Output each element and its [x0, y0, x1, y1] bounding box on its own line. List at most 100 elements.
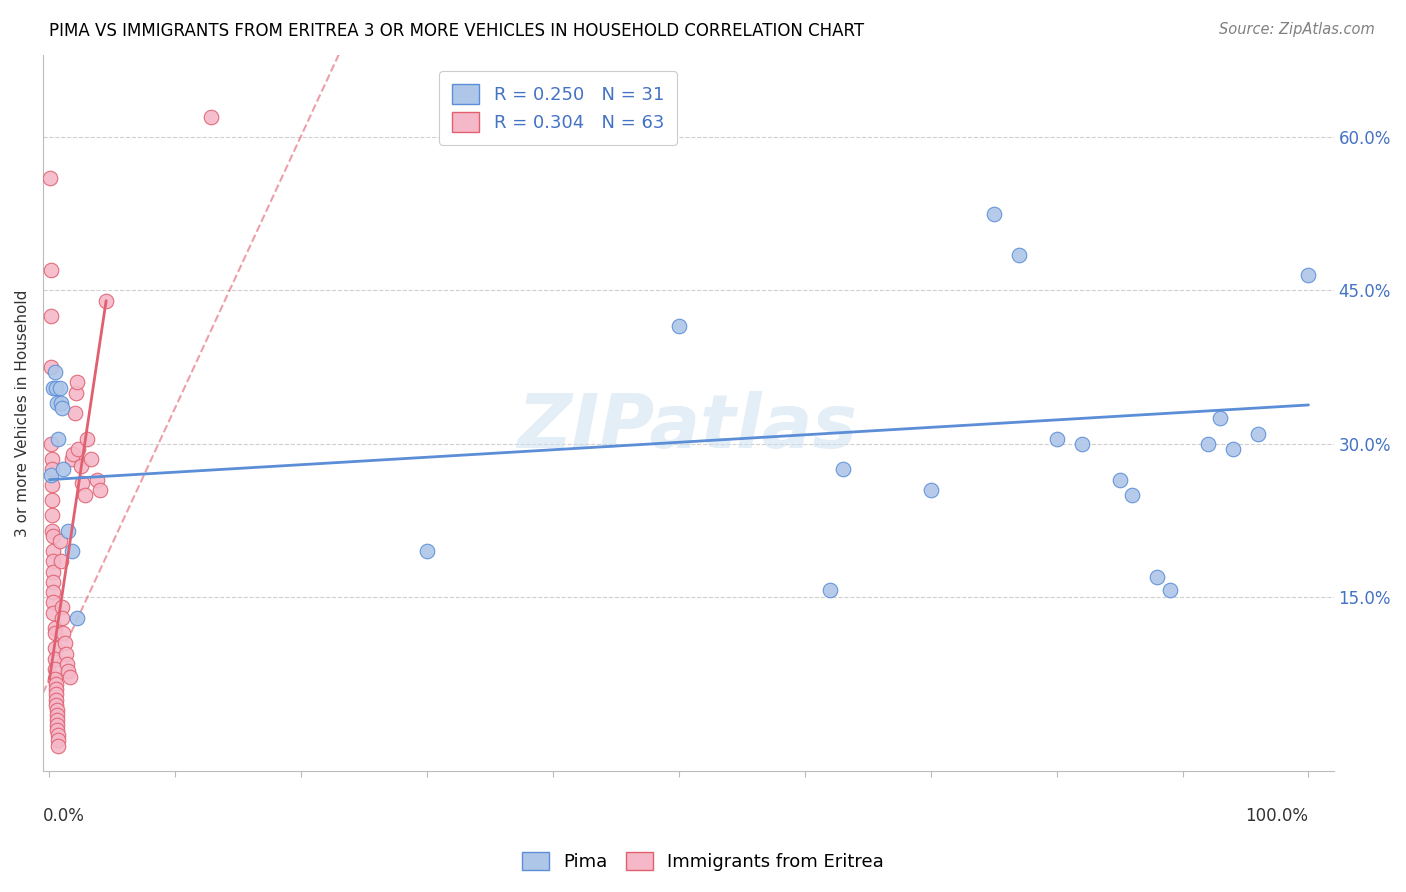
Point	[63, 406, 86, 420]
Point	[45, 682, 67, 697]
Point	[52, 626, 75, 640]
Point	[42, 529, 65, 543]
Point	[46, 739, 69, 753]
Point	[200, 110, 222, 124]
Point	[66, 610, 89, 624]
Point	[60, 452, 83, 467]
Legend: Pima, Immigrants from Eritrea: Pima, Immigrants from Eritrea	[515, 845, 891, 879]
Point	[49, 396, 72, 410]
Point	[1222, 442, 1244, 456]
Point	[46, 707, 69, 722]
Point	[44, 365, 66, 379]
Point	[39, 309, 62, 323]
Point	[62, 447, 84, 461]
Point	[94, 293, 117, 308]
Point	[46, 718, 69, 732]
Point	[1146, 570, 1168, 584]
Point	[56, 657, 79, 671]
Point	[53, 636, 76, 650]
Legend: R = 0.250   N = 31, R = 0.304   N = 63: R = 0.250 N = 31, R = 0.304 N = 63	[439, 71, 676, 145]
Point	[46, 703, 69, 717]
Point	[46, 396, 69, 410]
Point	[1070, 437, 1092, 451]
Text: Source: ZipAtlas.com: Source: ZipAtlas.com	[1219, 22, 1375, 37]
Point	[51, 610, 73, 624]
Point	[1298, 268, 1320, 282]
Point	[51, 600, 73, 615]
Point	[80, 452, 103, 467]
Point	[45, 698, 67, 712]
Point	[1247, 426, 1270, 441]
Text: ZIPatlas: ZIPatlas	[519, 391, 859, 464]
Point	[45, 677, 67, 691]
Point	[60, 544, 83, 558]
Point	[44, 651, 66, 665]
Text: 0.0%: 0.0%	[44, 807, 86, 825]
Point	[46, 432, 69, 446]
Point	[55, 647, 77, 661]
Point	[48, 380, 70, 394]
Point	[1108, 473, 1130, 487]
Point	[983, 207, 1005, 221]
Point	[1008, 247, 1031, 261]
Point	[41, 477, 63, 491]
Point	[39, 467, 62, 482]
Point	[1159, 583, 1181, 598]
Point	[42, 585, 65, 599]
Point	[42, 554, 65, 568]
Point	[39, 170, 62, 185]
Point	[58, 524, 80, 538]
Point	[42, 595, 65, 609]
Point	[416, 544, 439, 558]
Point	[44, 672, 66, 686]
Point	[41, 524, 63, 538]
Point	[66, 376, 89, 390]
Point	[51, 401, 73, 415]
Point	[59, 670, 82, 684]
Point	[58, 664, 80, 678]
Point	[39, 437, 62, 451]
Y-axis label: 3 or more Vehicles in Household: 3 or more Vehicles in Household	[15, 289, 30, 537]
Point	[920, 483, 942, 497]
Point	[67, 442, 90, 456]
Point	[86, 473, 108, 487]
Point	[41, 508, 63, 523]
Point	[70, 475, 93, 490]
Point	[44, 662, 66, 676]
Point	[44, 641, 66, 656]
Point	[76, 432, 98, 446]
Point	[70, 459, 93, 474]
Point	[42, 380, 65, 394]
Text: 100.0%: 100.0%	[1246, 807, 1309, 825]
Point	[46, 723, 69, 738]
Point	[1197, 437, 1219, 451]
Point	[89, 483, 111, 497]
Point	[65, 385, 87, 400]
Point	[41, 452, 63, 467]
Point	[45, 688, 67, 702]
Point	[41, 493, 63, 508]
Point	[44, 621, 66, 635]
Point	[39, 263, 62, 277]
Point	[831, 462, 853, 476]
Point	[44, 626, 66, 640]
Point	[46, 728, 69, 742]
Point	[1046, 432, 1069, 446]
Point	[49, 554, 72, 568]
Point	[1209, 411, 1232, 425]
Point	[52, 462, 75, 476]
Point	[42, 565, 65, 579]
Point	[45, 692, 67, 706]
Text: PIMA VS IMMIGRANTS FROM ERITREA 3 OR MORE VEHICLES IN HOUSEHOLD CORRELATION CHAR: PIMA VS IMMIGRANTS FROM ERITREA 3 OR MOR…	[49, 22, 865, 40]
Point	[42, 544, 65, 558]
Point	[39, 360, 62, 375]
Point	[41, 462, 63, 476]
Point	[42, 574, 65, 589]
Point	[46, 733, 69, 747]
Point	[42, 606, 65, 620]
Point	[668, 319, 690, 334]
Point	[1121, 488, 1143, 502]
Point	[73, 488, 96, 502]
Point	[818, 583, 841, 598]
Point	[46, 713, 69, 727]
